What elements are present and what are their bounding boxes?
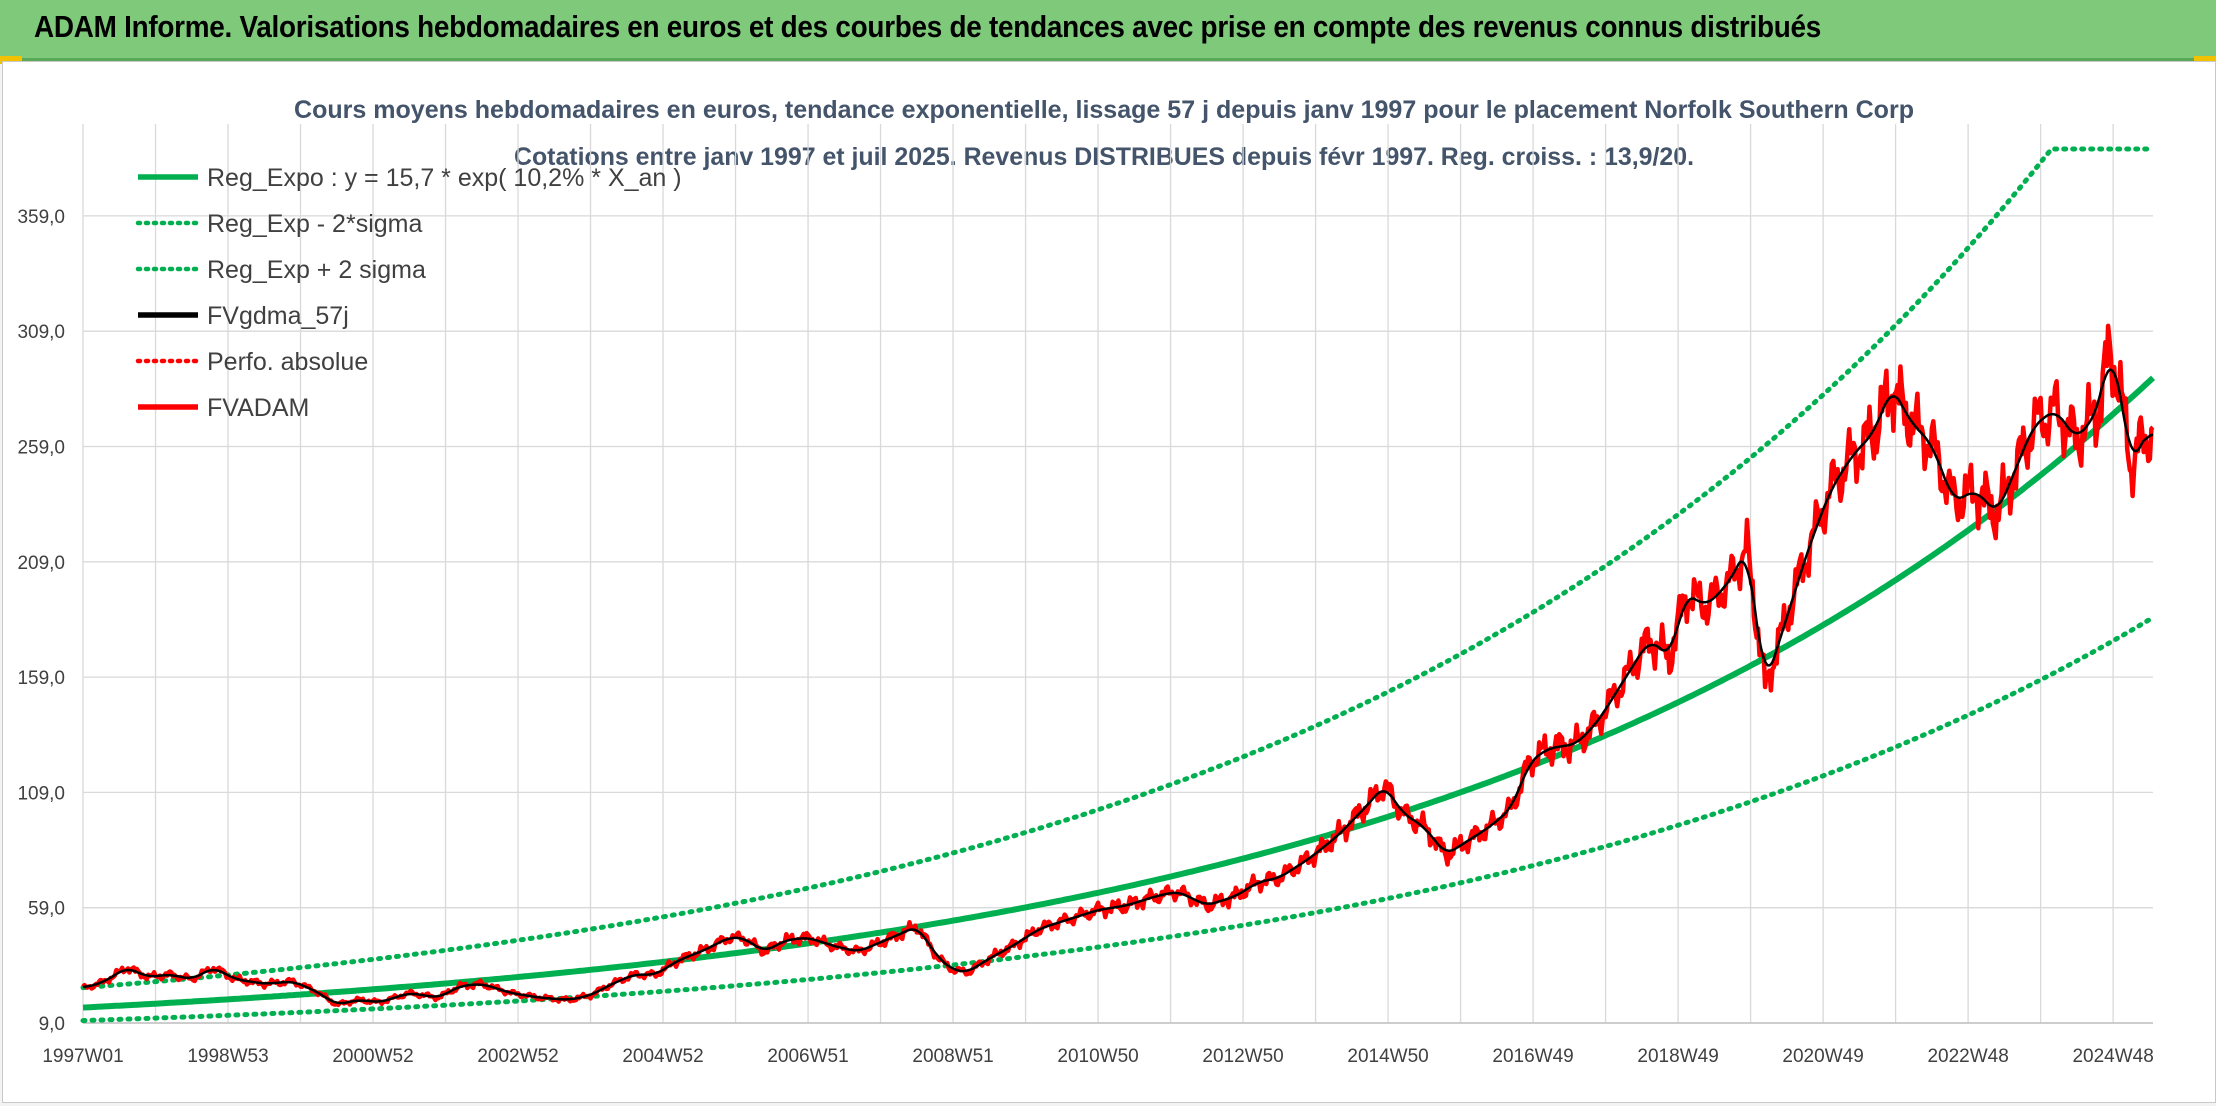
- series-reg-expo: [82, 375, 2156, 1011]
- series-reg-exp-minus-2sigma: [80, 615, 2156, 1024]
- series-reg-exp-plus-2sigma: [80, 146, 2156, 991]
- x-tick-label: 2004W52: [622, 1046, 703, 1067]
- x-tick-label: 2022W48: [1927, 1046, 2008, 1067]
- x-tick-label: 2012W50: [1202, 1046, 1283, 1067]
- header-banner: ADAM Informe. Valorisations hebdomadaire…: [0, 0, 2216, 61]
- chart-area: Cours moyens hebdomadaires en euros, ten…: [2, 61, 2216, 1103]
- x-axis: 1997W01 1998W53 2000W52 2002W52 2004W52 2006W…: [42, 1046, 2153, 1067]
- x-tick-label: 2006W51: [767, 1046, 848, 1067]
- series-fvgdma-57j: [82, 368, 2154, 1005]
- legend-item-label: FVgdma_57j: [207, 302, 349, 330]
- x-tick-label: 2008W51: [912, 1046, 993, 1067]
- corner-marker-left: [0, 56, 22, 64]
- y-tick-label: 259,0: [17, 438, 65, 459]
- y-tick-label: 109,0: [17, 783, 65, 804]
- y-tick-label: 309,0: [17, 322, 65, 343]
- x-tick-label: 1997W01: [42, 1046, 123, 1067]
- legend-item-label: Reg_Exp - 2*sigma: [207, 210, 422, 238]
- x-tick-label: 2020W49: [1782, 1046, 1863, 1067]
- header-title: ADAM Informe. Valorisations hebdomadaire…: [34, 9, 1821, 44]
- y-tick-label: 9,0: [39, 1014, 65, 1035]
- x-tick-label: 2024W48: [2072, 1046, 2153, 1067]
- legend-item-label: FVADAM: [207, 394, 309, 422]
- x-tick-label: 2016W49: [1492, 1046, 1573, 1067]
- y-tick-label: 59,0: [28, 899, 65, 920]
- x-tick-label: 2010W50: [1057, 1046, 1138, 1067]
- x-tick-label: 2002W52: [477, 1046, 558, 1067]
- legend-item-label: Reg_Exp + 2 sigma: [207, 256, 426, 284]
- x-tick-label: 2018W49: [1637, 1046, 1718, 1067]
- legend-item-label: Perfo. absolue: [207, 348, 368, 376]
- chart-subtitle: Cotations entre janv 1997 et juil 2025. …: [514, 143, 1694, 171]
- corner-marker-right: [2194, 56, 2216, 64]
- y-tick-label: 209,0: [17, 553, 65, 574]
- y-axis: 9,0 59,0 109,0 159,0 209,0 259,0 309,0 359,0: [17, 207, 65, 1035]
- plot-series: [80, 146, 2156, 1024]
- series-fvadam: [81, 323, 2155, 1008]
- chart-title: Cours moyens hebdomadaires en euros, ten…: [294, 96, 1914, 124]
- x-tick-label: 2000W52: [332, 1046, 413, 1067]
- legend: Reg_Expo : y = 15,7 * exp( 10,2% * X_an …: [135, 164, 682, 422]
- legend-item-label: Reg_Expo : y = 15,7 * exp( 10,2% * X_an …: [207, 164, 682, 192]
- trend-chart: Cours moyens hebdomadaires en euros, ten…: [17, 96, 2156, 1067]
- x-tick-label: 2014W50: [1347, 1046, 1428, 1067]
- y-tick-label: 159,0: [17, 668, 65, 689]
- y-tick-label: 359,0: [17, 207, 65, 228]
- grid-lines: [82, 124, 2153, 1024]
- x-tick-label: 1998W53: [187, 1046, 268, 1067]
